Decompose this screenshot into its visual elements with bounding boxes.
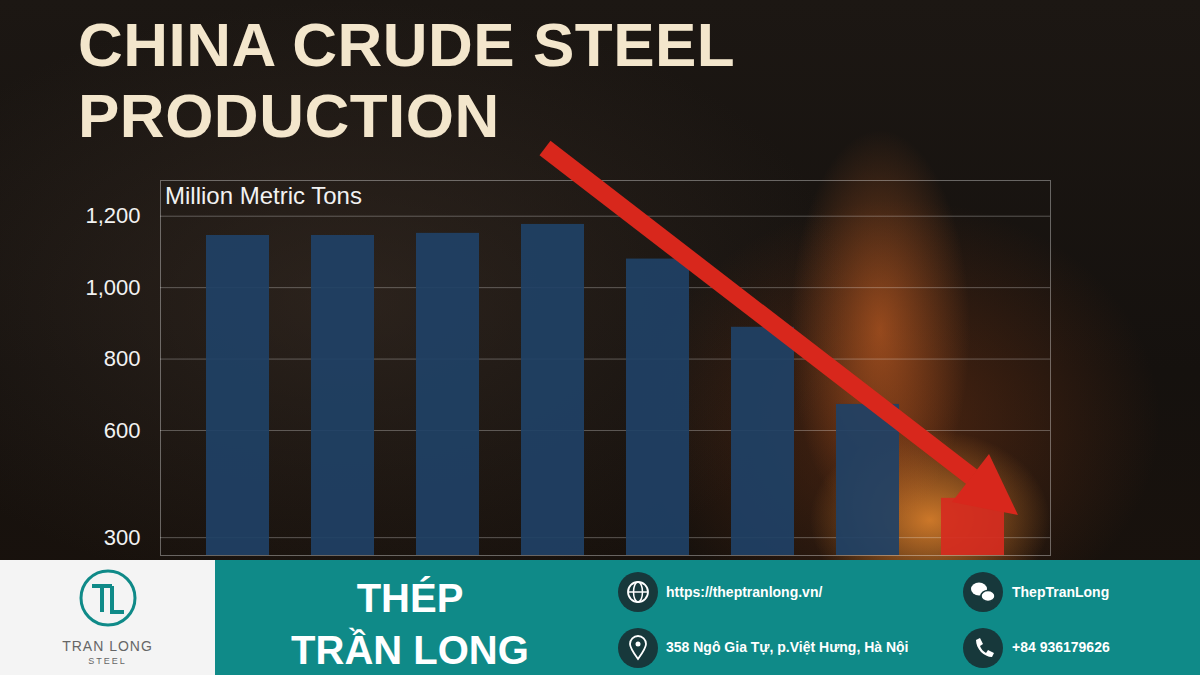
html-text:ThepTranLong: ThepTranLong (1012, 584, 1110, 600)
html-text:358 Ngô Gia Tự, p.Việt Hưng, H: 358 Ngô Gia Tự, p.Việt Hưng, Hà Nội (666, 639, 909, 655)
html-text:TRẦN LONG: TRẦN LONG (291, 628, 529, 672)
html-text:CHINA CRUDE STEEL PRODUCTION: CHINA CRUDE STEEL PRODUCTION (78, 10, 735, 150)
html-text:TRAN LONG: TRAN LONG (62, 638, 153, 654)
html-text:STEEL: STEEL (88, 656, 127, 666)
html-text:Million Metric Tons: Million Metric Tons (165, 182, 362, 209)
html-text:THÉP: THÉP (356, 576, 464, 620)
html-text:+84 936179626: +84 936179626 (1012, 639, 1110, 655)
svg-text:600: 600 (104, 418, 141, 443)
svg-text:1,200: 1,200 (85, 203, 140, 228)
html-text:https://theptranlong.vn/: https://theptranlong.vn/ (666, 584, 823, 600)
svg-text:300: 300 (104, 525, 141, 550)
svg-text:800: 800 (104, 346, 141, 371)
svg-text:1,000: 1,000 (85, 275, 140, 300)
